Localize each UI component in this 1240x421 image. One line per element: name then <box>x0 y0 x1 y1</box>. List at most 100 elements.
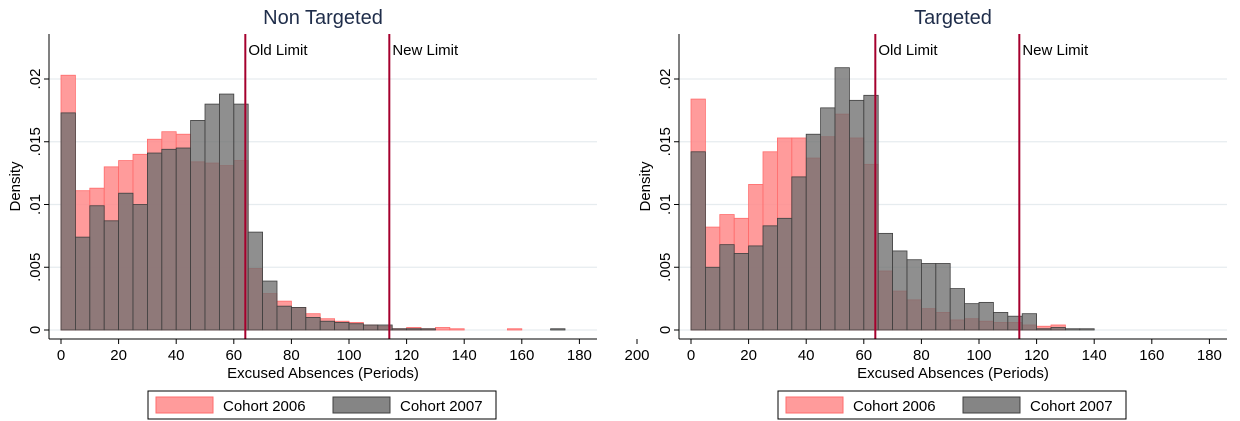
histogram-bar <box>849 99 865 331</box>
x-tick-label: 80 <box>283 347 300 364</box>
x-tick-label: 40 <box>798 347 815 364</box>
x-tick-label: 140 <box>452 347 477 364</box>
reference-line-label: New Limit <box>1022 42 1089 59</box>
x-tick-label: 60 <box>225 347 242 364</box>
histogram-bar <box>362 324 379 331</box>
x-axis-label: Excused Absences (Periods) <box>857 365 1049 382</box>
legend-label-cohort-2006: Cohort 2006 <box>853 398 936 415</box>
y-tick-label: .005 <box>27 253 44 282</box>
histogram-bar <box>190 120 206 331</box>
legend-label-cohort-2006: Cohort 2006 <box>223 398 306 415</box>
x-tick-label: 180 <box>1197 347 1222 364</box>
y-tick-label: .02 <box>27 69 44 90</box>
histogram-bar <box>132 204 148 331</box>
histogram-bar <box>434 327 451 331</box>
x-tick-label: 100 <box>966 347 991 364</box>
legend-label-cohort-2007: Cohort 2007 <box>400 398 483 415</box>
histogram-bar <box>550 328 566 331</box>
histogram-bar <box>935 263 951 331</box>
x-tick-label: 120 <box>394 347 419 364</box>
legend-swatch-cohort-2007 <box>962 396 1021 414</box>
x-tick-label: 140 <box>1082 347 1107 364</box>
histogram-bar <box>762 225 778 331</box>
histogram-bar <box>1079 328 1095 331</box>
histogram-bar <box>921 263 937 331</box>
histogram-bar <box>218 93 235 331</box>
legend-label-cohort-2007: Cohort 2007 <box>1030 398 1113 415</box>
histogram-bar <box>690 151 706 331</box>
y-tick-label: .01 <box>657 194 674 215</box>
reference-line-label: Old Limit <box>248 42 308 59</box>
x-tick-label: 160 <box>1139 347 1164 364</box>
y-tick-label: .02 <box>657 69 674 90</box>
histogram-bar <box>705 266 721 331</box>
x-tick-label: 20 <box>740 347 757 364</box>
series-cohort-2007 <box>60 93 566 331</box>
y-tick-label: .005 <box>657 253 674 282</box>
histogram-bar <box>791 176 807 331</box>
legend: Cohort 2006 Cohort 2007 <box>777 390 1127 420</box>
y-axis-label: Density <box>637 161 654 212</box>
histogram-bar <box>805 133 822 331</box>
histogram-bar <box>834 67 850 331</box>
histogram-bar <box>276 305 292 331</box>
y-tick-label: .015 <box>657 127 674 156</box>
x-tick-label: 0 <box>57 347 65 364</box>
chart-title: Targeted <box>914 7 992 29</box>
histogram-bar <box>1021 313 1038 331</box>
histogram-bar <box>892 250 908 331</box>
x-tick-label: 40 <box>168 347 185 364</box>
legend-swatch-cohort-2007 <box>332 396 391 414</box>
histogram-bar <box>506 328 523 331</box>
histogram-bar <box>949 288 966 331</box>
x-tick-label: 0 <box>687 347 695 364</box>
histogram-bar <box>964 303 980 331</box>
y-tick-label: .01 <box>27 194 44 215</box>
histogram-bar <box>161 148 177 331</box>
histogram-bar <box>305 317 321 331</box>
histogram-bar <box>978 301 994 331</box>
x-tick-label: 200 <box>624 347 649 364</box>
histogram-bar <box>204 103 220 331</box>
histogram-bar <box>103 220 119 331</box>
x-tick-label: 80 <box>913 347 930 364</box>
reference-line-label: Old Limit <box>878 42 938 59</box>
histogram-bar <box>118 192 134 331</box>
reference-line-label: New Limit <box>392 42 459 59</box>
chart-panel-1: Non Targeted Old Limit New Limit 0 .005 .01 .0… <box>7 7 650 420</box>
x-tick-label: 160 <box>509 347 534 364</box>
histogram-bar <box>75 236 91 331</box>
legend: Cohort 2006 Cohort 2007 <box>147 390 497 420</box>
histogram-bar <box>748 245 764 331</box>
histogram-bar <box>89 205 105 331</box>
y-axis-label: Density <box>7 161 24 212</box>
x-tick-label: 180 <box>567 347 592 364</box>
histogram-bar <box>993 312 1009 331</box>
y-tick-label: 0 <box>657 326 674 334</box>
histogram-bar <box>60 112 76 331</box>
y-tick-label: .015 <box>27 127 44 156</box>
histogram-bar <box>377 324 393 331</box>
histogram-bar <box>348 323 364 331</box>
x-tick-label: 120 <box>1024 347 1049 364</box>
histogram-bar <box>1050 327 1066 331</box>
x-tick-label: 20 <box>110 347 127 364</box>
histogram-bar <box>406 328 422 331</box>
series-cohort-2007 <box>690 67 1095 331</box>
histogram-bar <box>1065 328 1081 331</box>
x-tick-label: 100 <box>336 347 361 364</box>
x-tick-label: 60 <box>855 347 872 364</box>
histogram-bar <box>334 322 350 331</box>
histogram-bar <box>1036 328 1052 331</box>
histogram-bar <box>391 328 408 331</box>
y-tick-label: 0 <box>27 326 44 334</box>
histogram-bar <box>319 320 336 331</box>
x-axis-label: Excused Absences (Periods) <box>227 365 419 382</box>
histogram-bar <box>247 231 263 331</box>
histogram-bar <box>719 244 735 331</box>
chart-title: Non Targeted <box>263 7 383 29</box>
histogram-bar <box>777 217 793 331</box>
histogram-bar <box>146 152 163 331</box>
